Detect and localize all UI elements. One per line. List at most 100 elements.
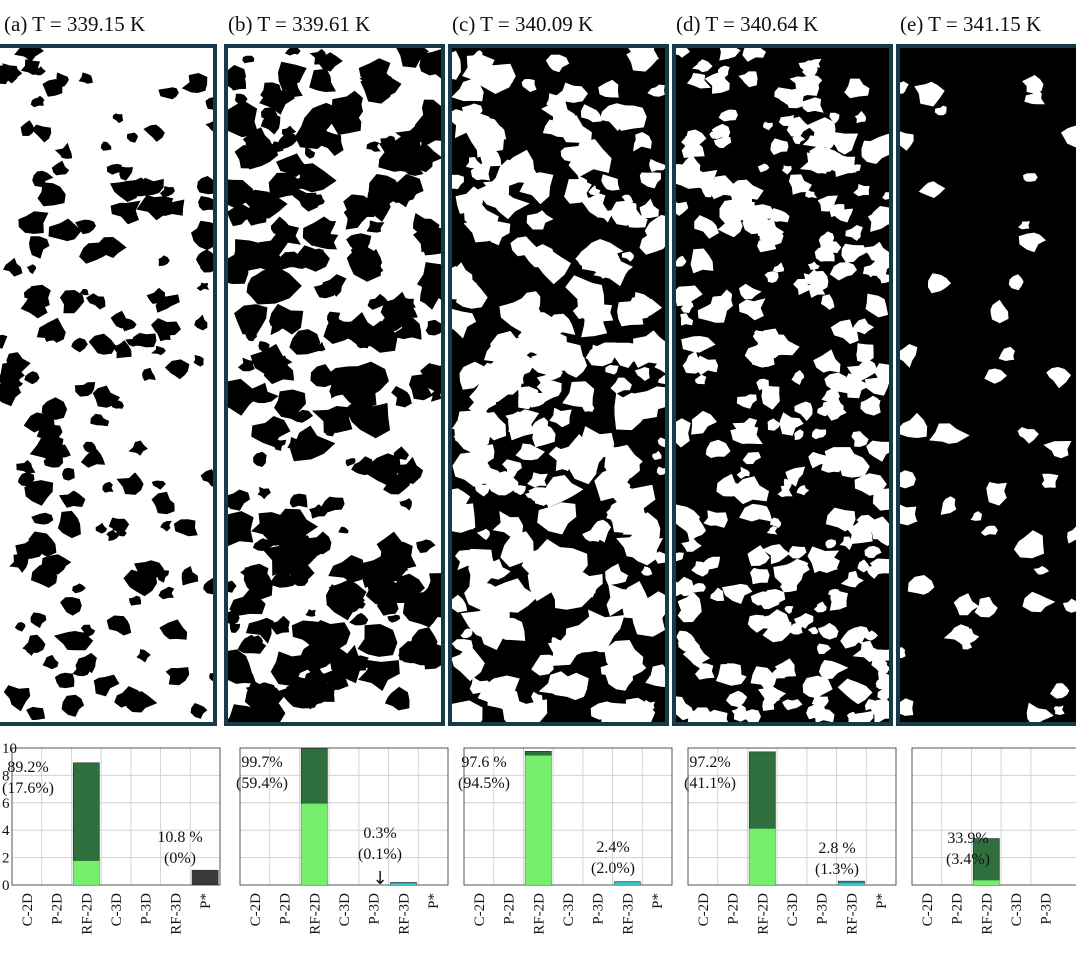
phase-domain — [452, 644, 485, 682]
phase-domain — [421, 232, 441, 256]
phase-domain — [597, 209, 614, 223]
phase-domain — [760, 358, 773, 368]
phase-domain — [676, 504, 701, 533]
phase-domain — [691, 410, 717, 435]
bar-lower-segment — [301, 803, 328, 885]
phase-domain — [260, 113, 281, 135]
phase-domain — [1067, 526, 1076, 544]
plot-frame — [11, 747, 221, 886]
phase-domain — [827, 405, 847, 421]
category-tick-label: P-3D — [139, 893, 155, 925]
phase-domain — [425, 319, 441, 336]
phase-domain — [78, 72, 93, 84]
phase-domain — [378, 152, 405, 172]
phase-domain — [128, 595, 141, 606]
phase-domain — [811, 428, 827, 440]
phase-domain — [305, 609, 316, 617]
phase-domain — [541, 364, 563, 382]
phase-domain — [495, 159, 536, 187]
bar-lower-segment — [73, 860, 100, 885]
phase-domain — [508, 409, 540, 441]
phase-domain — [157, 570, 170, 583]
phase-domain — [1017, 427, 1039, 444]
phase-domain — [1062, 598, 1076, 613]
phase-domain — [106, 163, 122, 175]
phase-domain — [528, 487, 558, 506]
phase-domain — [26, 706, 46, 721]
microstructure-image-b — [224, 44, 445, 726]
phase-domain — [929, 423, 970, 444]
bar-chart-c: 97.6 % (94.5%) 2.4% (2.0%) C-2D P-2D RF-2D C-3D… — [456, 740, 676, 955]
phase-domain — [452, 50, 461, 80]
phase-domain — [953, 593, 980, 616]
phase-domain — [647, 84, 665, 97]
phase-domain — [71, 337, 88, 353]
phase-domain — [802, 62, 818, 77]
phase-domain — [554, 672, 589, 701]
phase-domain — [710, 587, 725, 602]
phase-domain — [194, 314, 208, 331]
bar-chart-d: 97.2% (41.1%) 2.8 % (1.3%) C-2D P-2D RF-2D C-3D… — [680, 740, 900, 955]
phase-domain — [416, 262, 441, 300]
phase-domain — [676, 255, 687, 267]
phase-domain — [205, 97, 213, 110]
phase-domain — [907, 575, 935, 595]
phase-domain — [680, 300, 694, 313]
phase-domain — [283, 79, 303, 98]
phase-domain — [329, 644, 380, 684]
phase-domain — [645, 664, 665, 687]
phase-domain — [694, 215, 720, 239]
phase-domain — [900, 344, 918, 368]
phase-domain — [531, 654, 557, 676]
phase-domain — [229, 586, 266, 616]
phase-domain — [26, 647, 37, 656]
phase-domain — [588, 185, 601, 196]
phase-domain — [200, 469, 213, 487]
phase-domain — [764, 271, 779, 283]
bar-lower-segment — [973, 880, 1000, 885]
phase-domain — [173, 519, 198, 537]
phase-domain — [0, 381, 22, 407]
phase-domain — [568, 139, 612, 178]
phase-domain — [551, 577, 593, 610]
phase-domain — [695, 374, 707, 385]
phase-domain — [110, 310, 128, 329]
category-tick-label: RF-3D — [168, 893, 184, 935]
phase-domain — [465, 157, 481, 169]
category-tick-label: P* — [198, 893, 214, 909]
phase-domain — [228, 203, 253, 227]
phase-domain — [789, 75, 811, 91]
phase-domain — [100, 141, 112, 151]
phase-domain — [984, 368, 1007, 384]
phase-domain — [470, 411, 507, 441]
category-tick-label: C-3D — [1009, 893, 1025, 927]
phase-domain — [763, 121, 773, 131]
phase-domain — [416, 539, 436, 553]
phase-domain — [480, 148, 502, 168]
phase-domain — [1022, 75, 1044, 94]
phase-domain — [681, 336, 716, 353]
phase-domain — [249, 274, 266, 290]
bar-total — [972, 838, 1000, 886]
bar-chart-a: 0 2 4 6 8 10 89.2% (17.6%) 10.8 % (0%) C-2D P-2D RF-… — [2, 740, 224, 955]
phase-domain — [237, 634, 267, 654]
phase-domain — [525, 250, 571, 285]
phase-domain — [273, 439, 287, 451]
phase-domain — [228, 378, 257, 416]
phase-domain — [681, 537, 702, 552]
phase-domain — [840, 570, 864, 588]
phase-domain — [409, 640, 422, 654]
bar-annotation: 33.9% — [947, 830, 988, 847]
phase-domain — [422, 99, 441, 124]
phase-domain — [452, 451, 493, 487]
phase-domain — [530, 351, 563, 376]
category-tick-label: P* — [426, 893, 442, 909]
phase-domain — [762, 544, 790, 565]
phase-domain — [403, 591, 435, 625]
phase-domain — [252, 538, 270, 551]
y-tick-label: 6 — [2, 796, 10, 812]
phase-domain — [93, 674, 120, 697]
phase-domain — [126, 132, 138, 143]
phase-domain — [480, 558, 511, 580]
phase-domain — [549, 407, 572, 428]
